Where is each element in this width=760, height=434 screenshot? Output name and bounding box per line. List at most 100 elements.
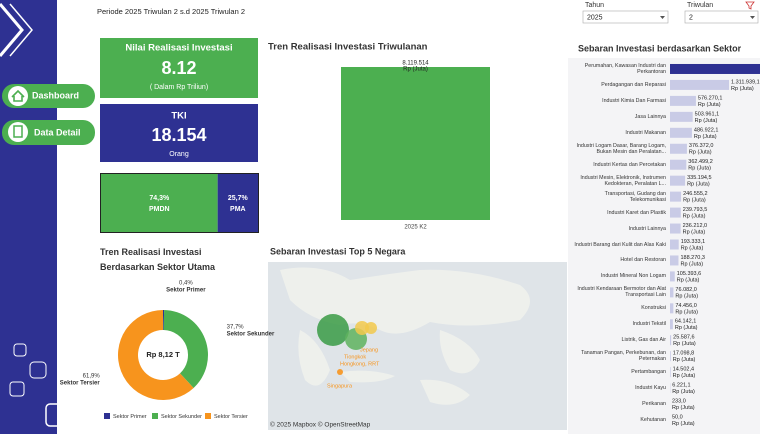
- y-tick-label: Konstruksi: [641, 305, 666, 312]
- dropdown[interactable]: [582, 10, 669, 24]
- y-tick-label: Tanaman Pangan, Perkebunan, dan Peternak…: [581, 350, 666, 363]
- decor: [29, 361, 47, 379]
- bar: [670, 303, 674, 314]
- bar: [670, 335, 672, 346]
- nav-label[interactable]: Data Detail: [34, 127, 81, 137]
- kpi-note: Orang: [169, 151, 189, 158]
- donut-slice: [163, 310, 208, 388]
- country-bubble[interactable]: [337, 369, 343, 375]
- period: Periode 2025 Triwulan 2 s.d 2025 Triwula…: [97, 7, 245, 16]
- y-tick-label: Listrik, Gas dan Air: [621, 337, 666, 344]
- legend-label: Sektor Primer: [113, 414, 147, 420]
- y-tick-label: Industri Mesin, Elektronik, Instrumen Ke…: [580, 174, 666, 187]
- y-tick-label: Industri Mineral Non Logam: [600, 273, 666, 280]
- bar-unit: Rp (Juta): [683, 214, 706, 220]
- bar-value: 246.555,2: [683, 191, 707, 197]
- legend-swatch: [205, 413, 211, 419]
- bar-unit: Rp (Juta): [688, 166, 711, 172]
- bar: [670, 207, 681, 218]
- bar-value: 50,0: [672, 414, 683, 420]
- filter-icon[interactable]: [745, 1, 755, 10]
- country-bubble[interactable]: [365, 322, 377, 334]
- bar-unit: Rp (Juta): [675, 309, 698, 315]
- bar-unit: Rp (Juta): [683, 229, 706, 235]
- doc-icon: [13, 125, 23, 138]
- filter-label: Tahun: [585, 2, 604, 9]
- y-tick-label: Industri Kayu: [635, 385, 666, 392]
- bar: [670, 159, 687, 170]
- slice-value: 37,7%: [227, 325, 245, 331]
- bar: [670, 79, 730, 90]
- chevron: [0, 3, 24, 57]
- slice-value: 0,4%: [179, 281, 193, 287]
- x-tick-label: 2025 K2: [404, 225, 427, 231]
- chevron: [9, 3, 33, 57]
- bar: [670, 271, 675, 282]
- kpi-card: [100, 38, 258, 98]
- bar-value: 362.499,2: [688, 159, 712, 165]
- country-bubble[interactable]: [355, 321, 369, 335]
- segment-value: 74,3%: [149, 195, 170, 202]
- donut-slice: [163, 310, 165, 331]
- bar-unit: Rp (Juta): [689, 150, 712, 156]
- bar: [670, 191, 682, 202]
- slice-value: 61,9%: [83, 373, 101, 379]
- nav-label[interactable]: Dashboard: [32, 90, 79, 100]
- y-tick-label: Industri Logam Dasar, Barang Logam, Buka…: [576, 142, 666, 155]
- bar-value: 233,0: [672, 399, 686, 405]
- y-tick-label: Perdagangan dan Reparasi: [601, 81, 666, 88]
- segment: [101, 174, 218, 232]
- bar-value: 25.587,6: [673, 335, 694, 341]
- bar-unit: Rp (Juta): [672, 405, 695, 411]
- country-label: Tiongkok: [344, 354, 366, 360]
- slice-label: Sektor Tersier: [60, 380, 101, 386]
- bar: [670, 223, 681, 234]
- country-label: Hongkong, RRT: [340, 361, 380, 367]
- bar: [670, 63, 760, 74]
- kpi-title: Nilai Realisasi Investasi: [125, 43, 232, 54]
- bar-value: 8.119.514: [402, 61, 429, 67]
- caret: [660, 16, 665, 19]
- bar: [670, 127, 692, 138]
- nav-icon: [8, 86, 28, 106]
- bar-value: 576.270,1: [698, 95, 722, 101]
- bar-value: 105.393,6: [677, 271, 701, 277]
- caret: [750, 16, 755, 19]
- y-tick-label: Jasa Lainnya: [634, 113, 666, 120]
- nav-icon: [8, 122, 28, 142]
- bar-unit: Rp (Juta): [673, 373, 696, 379]
- bar-value: 376.372,0: [689, 143, 713, 149]
- donut-slice: [118, 310, 194, 400]
- split-frame: [100, 173, 259, 233]
- country-label: Jepang: [360, 347, 378, 353]
- bar-value: 236.212,0: [683, 223, 707, 229]
- y-tick-label: Pertambangan: [631, 369, 666, 376]
- bar: [670, 239, 679, 250]
- decor: [9, 381, 25, 397]
- bar-unit: Rp (Juta): [680, 261, 703, 267]
- bar-unit: Rp (Juta): [672, 421, 695, 427]
- y-tick-label: Perikanan: [642, 401, 666, 408]
- land: [439, 330, 480, 374]
- bar-value: 188.270,3: [680, 255, 704, 261]
- bar-unit: Rp (Juta): [695, 118, 718, 124]
- decor: [13, 343, 27, 357]
- legend-swatch: [152, 413, 158, 419]
- segment-label: PMDN: [149, 206, 170, 213]
- dropdown-value[interactable]: 2025: [587, 14, 603, 21]
- country-bubble[interactable]: [317, 314, 349, 346]
- y-tick-label: Industri Makanan: [625, 129, 666, 136]
- bar-value: 76.082,0: [675, 287, 696, 293]
- bar-unit: Rp (Juta): [687, 182, 710, 188]
- dropdown-value[interactable]: 2: [689, 14, 693, 21]
- bar-unit: Rp (Juta): [672, 389, 695, 395]
- bar: [670, 367, 671, 378]
- map-attribution: © 2025 Mapbox © OpenStreetMap: [270, 421, 371, 429]
- bar-unit: Rp (Juta): [731, 86, 754, 92]
- bar-unit: Rp (Juta): [694, 134, 717, 140]
- dropdown[interactable]: [684, 10, 759, 24]
- bar: [670, 143, 687, 154]
- y-tick-label: Industri Tekstil: [632, 321, 666, 328]
- legend-label: Sektor Sekunder: [161, 414, 202, 420]
